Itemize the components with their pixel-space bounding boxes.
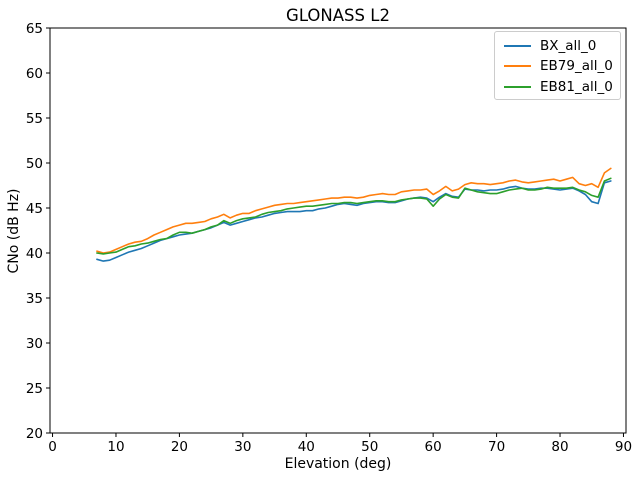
legend-label: BX_all_0 [540,37,597,54]
y-tick-label: 60 [26,66,43,82]
x-tick-label: 50 [361,439,378,455]
y-tick-label: 50 [26,156,43,172]
y-tick-label: 65 [26,21,43,37]
series-line-EB81_all_0 [96,177,612,255]
legend-label: EB81_all_0 [540,78,613,95]
x-axis-label: Elevation (deg) [285,456,392,472]
y-tick-label: 30 [26,336,43,352]
legend-entry-EB81_all_0: EB81_all_0 [504,78,613,95]
legend-line-sample [504,44,531,47]
x-tick-label: 70 [488,439,505,455]
legend-entry-BX_all_0: BX_all_0 [504,37,611,54]
chart-title: GLONASS L2 [286,6,390,25]
x-tick-label: 0 [48,439,57,455]
legend-label: EB79_all_0 [540,58,613,74]
x-tick-label: 10 [107,439,124,455]
plot-spines [49,27,627,434]
y-tick-label: 20 [26,426,43,442]
legend: BX_all_0 EB79_all_0 EB81_all_0 [494,31,621,100]
x-tick-label: 80 [551,439,568,455]
y-tick-label: 25 [26,381,43,397]
x-tick-label: 30 [234,439,251,455]
x-tick-label: 40 [298,439,315,455]
axes: 0 10 20 30 40 50 60 70 80 90 20 25 30 35 40 45 50 55 60 65 [26,21,632,455]
x-tick-label: 90 [615,439,632,455]
x-tick-label: 60 [425,439,442,455]
y-tick-label: 35 [26,291,43,307]
legend-entry-EB79_all_0: EB79_all_0 [504,58,613,74]
y-tick-label: 45 [26,201,43,217]
legend-line-sample [504,65,531,67]
series-line-EB79_all_0 [96,167,612,254]
y-tick-label: 55 [26,111,43,127]
series-line-BX_all_0 [96,180,612,262]
x-tick-label: 20 [171,439,188,455]
y-tick-label: 40 [26,246,43,262]
y-axis-label: CNo (dB Hz) [6,188,22,273]
legend-line-sample [504,85,531,88]
series-lines [96,167,612,262]
